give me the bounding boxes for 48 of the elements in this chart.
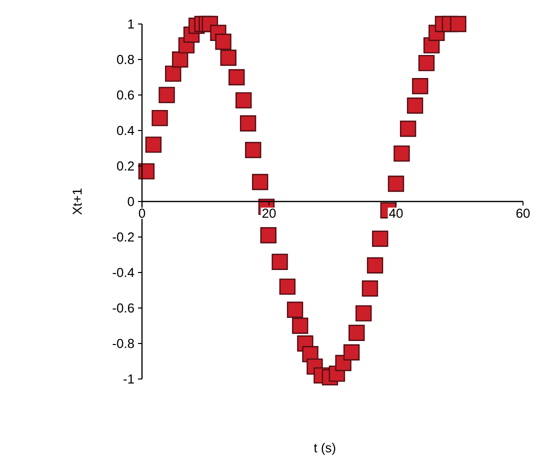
y-tick-label: -0.8 (112, 338, 134, 348)
y-tick-label: -0.6 (112, 303, 134, 312)
point (260, 226, 276, 244)
x-axis-title: t (s) (314, 442, 336, 455)
y-tick-label: -1 (124, 374, 134, 384)
point (412, 78, 428, 94)
point (240, 115, 256, 132)
y-tick-label: 0.6 (116, 90, 134, 100)
point (152, 110, 168, 126)
point (279, 278, 296, 295)
point (220, 50, 236, 66)
point (362, 280, 378, 296)
point (158, 86, 175, 103)
point (272, 254, 288, 270)
point (145, 136, 162, 153)
x-tick-label: 40 (389, 208, 403, 218)
point (450, 16, 466, 32)
point (292, 318, 308, 334)
point (138, 163, 155, 180)
x-tick-label: 60 (516, 208, 530, 218)
y-tick-label: 0 (128, 196, 134, 206)
y-tick-label: 0.4 (116, 126, 134, 135)
x-tick-label: 20 (262, 208, 276, 218)
point (252, 174, 268, 190)
point (388, 176, 404, 192)
point (343, 344, 360, 360)
point (172, 51, 188, 68)
point (236, 92, 252, 108)
point (366, 257, 384, 274)
y-axis-title: Xt+1 (72, 188, 82, 215)
point (406, 97, 424, 114)
point (418, 54, 435, 72)
point (215, 34, 232, 50)
y-tick-label: -0.2 (112, 232, 134, 242)
point (286, 302, 304, 318)
point (245, 142, 262, 158)
x-tick-label: 0 (138, 208, 146, 218)
point (372, 230, 388, 247)
point (228, 69, 245, 86)
point (394, 145, 410, 162)
y-tick-label: 0.8 (116, 54, 134, 64)
point (400, 120, 416, 137)
point (165, 65, 182, 82)
y-tick-label: 1 (128, 19, 134, 28)
y-tick-label: -0.4 (112, 268, 134, 277)
point (356, 305, 372, 322)
y-tick-label: 0.2 (116, 161, 134, 170)
point (348, 324, 365, 341)
